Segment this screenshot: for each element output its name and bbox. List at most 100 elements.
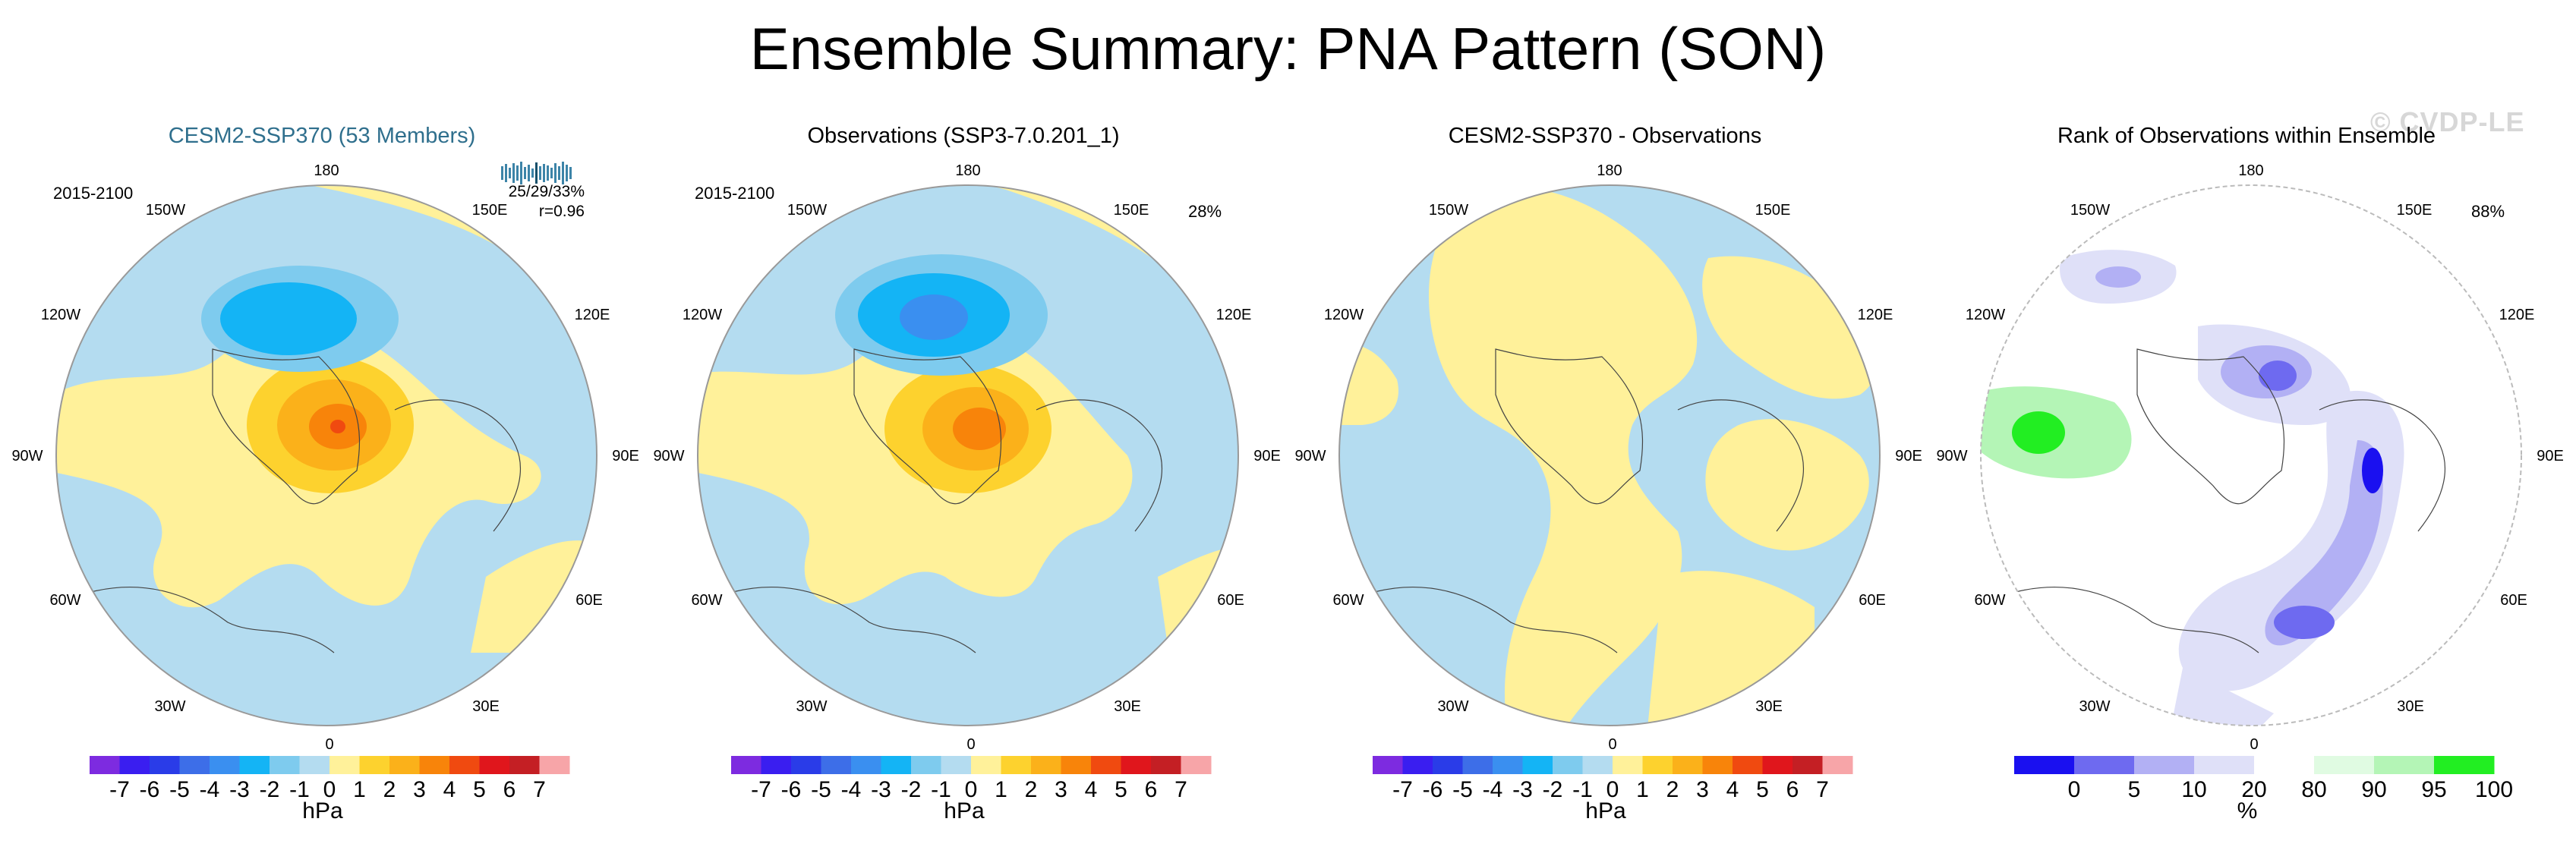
- panel-title: Observations (SSP3-7.0.201_1): [807, 124, 1120, 148]
- colorbar-box: [1582, 756, 1613, 774]
- colorbar-box: [821, 756, 852, 774]
- lon-label-150e: 150E: [471, 202, 508, 219]
- colorbar-tick-label: 100: [2474, 777, 2514, 802]
- lon-label-90e: 90E: [1253, 448, 1281, 464]
- colorbar-box: [509, 756, 540, 774]
- histogram-bar: [566, 165, 568, 181]
- stats-correlation: r=0.96: [538, 203, 585, 220]
- colorbar-box: [389, 756, 420, 774]
- colorbar-box: [1702, 756, 1733, 774]
- polar-map: [1338, 184, 1881, 726]
- lon-label-120w: 120W: [682, 307, 723, 323]
- lon-label-120w: 120W: [1965, 307, 2006, 323]
- lon-label-60e: 60E: [1217, 592, 1244, 609]
- colorbar-tick-label: 5: [1756, 777, 1769, 802]
- colorbar-box: [881, 756, 912, 774]
- colorbar-tick-label: 3: [413, 777, 426, 802]
- colorbar-box: [1373, 756, 1403, 774]
- lon-label-120e: 120E: [574, 307, 610, 323]
- colorbar-box: [1822, 756, 1853, 774]
- period-label: 2015-2100: [53, 184, 134, 203]
- percent-label: 88%: [2471, 202, 2505, 221]
- colorbar-box: [179, 756, 210, 774]
- colorbar-tick-label: 1: [353, 777, 366, 802]
- colorbar-tick-label: 6: [1144, 777, 1158, 802]
- panel-observations: Observations (SSP3-7.0.201_1) 2015-2100 …: [642, 0, 1285, 847]
- lon-label-90e: 90E: [1895, 448, 1922, 464]
- colorbar-box: [210, 756, 240, 774]
- stats-percentiles: 25/29/33%: [508, 183, 585, 200]
- histogram-bar: [528, 165, 530, 181]
- colorbar-tick-label: 0: [323, 777, 336, 802]
- colorbar-tick-label: -6: [139, 777, 160, 802]
- colorbar-box: [1642, 756, 1673, 774]
- colorbar-box: [150, 756, 180, 774]
- lon-label-30w: 30W: [154, 698, 186, 715]
- colorbar-box: [1673, 756, 1703, 774]
- colorbar-box: [941, 756, 972, 774]
- polar-map: [697, 184, 1239, 726]
- colorbar-box: [329, 756, 360, 774]
- percent-label: 28%: [1188, 202, 1222, 221]
- lon-label-120w: 120W: [1323, 307, 1364, 323]
- colorbar-tick-label: 2: [383, 777, 396, 802]
- colorbar-tick-label: 1: [995, 777, 1007, 802]
- histogram-icon: [501, 162, 572, 184]
- lon-label-180: 180: [314, 162, 339, 179]
- lon-label-150e: 150E: [1113, 202, 1149, 219]
- colorbar-tick-label: 2: [1666, 777, 1679, 802]
- lon-label-90e: 90E: [2537, 448, 2564, 464]
- colorbar-box: [851, 756, 881, 774]
- colorbar-tick-label: -1: [1572, 777, 1593, 802]
- colorbar-tick-label: 95: [2421, 777, 2447, 802]
- colorbar-box: [359, 756, 390, 774]
- colorbar-tick-label: 90: [2361, 777, 2387, 802]
- colorbar-box: [239, 756, 270, 774]
- polar-map: [1980, 184, 2522, 726]
- histogram-bar: [520, 162, 522, 184]
- colorbar-box: [119, 756, 150, 774]
- colorbar-box: [791, 756, 821, 774]
- colorbar-tick-label: 1: [1636, 777, 1649, 802]
- lon-label-60w: 60W: [49, 592, 81, 609]
- colorbar-tick-label: 7: [1174, 777, 1187, 802]
- lon-label-60w: 60W: [1332, 592, 1364, 609]
- colorbar-tick-label: 5: [1115, 777, 1127, 802]
- lon-label-30w: 30W: [2079, 698, 2111, 715]
- colorbar-box: [2194, 756, 2255, 774]
- colorbar-tick-label: 0: [964, 777, 978, 802]
- colorbar-box: [761, 756, 792, 774]
- lon-label-60e: 60E: [2500, 592, 2527, 609]
- colorbar-tick-label: -3: [1512, 777, 1533, 802]
- lon-label-150w: 150W: [1428, 202, 1469, 219]
- colorbar-box: [2434, 756, 2495, 774]
- colorbar-box: [270, 756, 300, 774]
- colorbar-box: [1613, 756, 1643, 774]
- colorbar: [90, 756, 570, 774]
- colorbar-unit: hPa: [302, 798, 343, 823]
- lon-label-120e: 120E: [1215, 307, 1252, 323]
- histogram-bar: [547, 165, 549, 181]
- colorbar-tick-label: -1: [289, 777, 310, 802]
- anomaly-fields: [1339, 186, 1878, 726]
- lon-label-150w: 150W: [2070, 202, 2111, 219]
- colorbar-box: [2014, 756, 2075, 774]
- colorbar-tick-label: -5: [1452, 777, 1473, 802]
- lon-label-90w: 90W: [1294, 448, 1326, 464]
- period-label: 2015-2100: [695, 184, 775, 203]
- lon-label-60w: 60W: [691, 592, 723, 609]
- lon-label-90w: 90W: [1936, 448, 1968, 464]
- watermark: © CVDP-LE: [2370, 106, 2525, 137]
- lon-label-120e: 120E: [1857, 307, 1893, 323]
- colorbar-tick-label: 4: [1084, 777, 1098, 802]
- histogram-bar: [535, 162, 538, 184]
- histogram-bar: [539, 166, 541, 180]
- lon-label-30e: 30E: [1755, 698, 1783, 715]
- colorbar-tick-label: 2: [1024, 777, 1038, 802]
- lon-label-120w: 120W: [40, 307, 81, 323]
- colorbar-box: [1091, 756, 1121, 774]
- colorbar-box: [479, 756, 510, 774]
- panel-model: CESM2-SSP370 (53 Members) 2015-2100 25/2…: [0, 0, 644, 847]
- colorbar-box: [1151, 756, 1181, 774]
- colorbar-tick-label: -4: [199, 777, 220, 802]
